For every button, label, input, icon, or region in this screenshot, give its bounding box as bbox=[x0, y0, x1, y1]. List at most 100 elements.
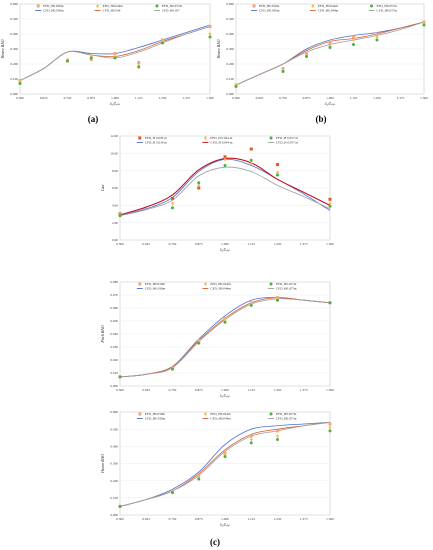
y-tick-label: 0.600 bbox=[10, 2, 18, 6]
x-tick-label: 1.250 bbox=[274, 388, 282, 392]
data-point bbox=[328, 301, 332, 305]
data-point bbox=[328, 41, 332, 45]
legend-marker bbox=[138, 136, 142, 140]
x-tick-label: 1.250 bbox=[373, 96, 381, 100]
data-point bbox=[234, 85, 238, 88]
x-tick-label: 1.250 bbox=[159, 96, 167, 100]
legend-label: EFD_H0.044m bbox=[103, 4, 124, 8]
x-tick-label: 1.125 bbox=[247, 388, 255, 392]
data-point bbox=[118, 375, 122, 379]
data-point bbox=[208, 25, 212, 28]
y-axis-label: Heave RAO bbox=[0, 39, 5, 59]
legend-label: EFD_H0.044m bbox=[318, 4, 339, 8]
data-point bbox=[223, 320, 227, 324]
legend-label: CFD_H0.044m bbox=[318, 9, 339, 13]
data-point bbox=[223, 157, 227, 162]
data-point bbox=[328, 46, 332, 49]
y-tick-label: 0.400 bbox=[10, 32, 18, 36]
x-tick-label: 0.500 bbox=[232, 96, 240, 100]
data-point bbox=[375, 38, 379, 42]
y-tick-label: 12.00 bbox=[110, 134, 118, 138]
y-tick-label: 0.200 bbox=[226, 62, 234, 66]
y-tick-label: 0.00 bbox=[112, 238, 118, 242]
x-tick-label: 0.875 bbox=[195, 242, 203, 246]
legend-label: CFD_H0.030m bbox=[43, 9, 64, 13]
y-tick-label: 0.500 bbox=[110, 427, 118, 431]
x-tick-label: 1.125 bbox=[350, 96, 358, 100]
chart-c3: 0.000 0.100 0.200 0.300 0.400 0.500 0.600 0.500… bbox=[100, 410, 334, 547]
y-tick-label: 0.600 bbox=[226, 2, 234, 6]
legend-marker bbox=[370, 4, 374, 8]
data-point bbox=[171, 206, 174, 210]
x-tick-label: 1.500 bbox=[326, 517, 334, 521]
y-axis-label: Heave RAO bbox=[216, 39, 221, 59]
legend-label: EFD_H0.044m bbox=[210, 282, 231, 286]
data-point bbox=[249, 158, 253, 162]
y-tick-label: 0.200 bbox=[110, 479, 118, 483]
legend-label: CFD_H 0.030 m bbox=[145, 141, 168, 145]
data-point bbox=[249, 161, 253, 166]
data-point bbox=[328, 425, 332, 430]
x-tick-label: 1.125 bbox=[135, 96, 143, 100]
data-point bbox=[352, 38, 355, 42]
data-point bbox=[223, 317, 227, 322]
y-tick-label: 10.00 bbox=[110, 152, 118, 156]
y-tick-label: 0.400 bbox=[110, 445, 118, 449]
data-point bbox=[113, 52, 117, 55]
x-tick-label: 0.750 bbox=[64, 96, 72, 100]
legend-marker bbox=[252, 4, 256, 8]
x-tick-label: 0.625 bbox=[142, 517, 150, 521]
legend-label: CFD_H0.044 bbox=[103, 9, 121, 13]
series-line bbox=[235, 21, 425, 86]
data-point bbox=[276, 437, 279, 441]
legend-label: CFD_H 0.057 m bbox=[276, 141, 299, 145]
y-tick-label: 0.200 bbox=[10, 62, 18, 66]
legend-marker bbox=[311, 4, 315, 8]
data-point bbox=[249, 434, 253, 438]
legend-label: CFD_H0.057 bbox=[162, 9, 180, 13]
data-point bbox=[171, 367, 174, 371]
y-tick-label: 6.00 bbox=[112, 186, 118, 190]
chart-c1: 0.00 2.00 4.00 6.00 8.00 10.00 12.00 0.500 0.625… bbox=[100, 134, 334, 252]
data-point bbox=[249, 441, 253, 445]
y-tick-label: 0.100 bbox=[226, 77, 234, 81]
x-tick-label: 1.125 bbox=[247, 242, 255, 246]
legend-marker bbox=[138, 282, 142, 286]
data-point bbox=[352, 35, 355, 39]
legend-label: CFD_H 0.044 m bbox=[210, 141, 233, 145]
data-point bbox=[137, 65, 141, 69]
data-point bbox=[223, 455, 227, 459]
y-axis-label: Heave RAO bbox=[100, 454, 105, 474]
series-line bbox=[119, 158, 331, 217]
x-tick-label: 0.750 bbox=[169, 388, 177, 392]
x-tick-label: 1.500 bbox=[326, 388, 334, 392]
data-point bbox=[197, 183, 201, 188]
x-tick-label: 0.875 bbox=[303, 96, 311, 100]
y-tick-label: 4.00 bbox=[112, 204, 118, 208]
data-point bbox=[161, 41, 164, 45]
data-point bbox=[375, 35, 379, 39]
x-tick-label: 1.500 bbox=[326, 242, 334, 246]
y-tick-label: 0.100 bbox=[110, 496, 118, 500]
legend-label: CFD_H0.057m bbox=[276, 417, 297, 421]
x-tick-label: 0.625 bbox=[142, 388, 150, 392]
x-axis-label: λ₁/Lₚₚ bbox=[219, 522, 230, 527]
x-tick-label: 1.375 bbox=[300, 388, 308, 392]
x-tick-label: 1.000 bbox=[221, 517, 229, 521]
legend-label: CFD_H0.030m bbox=[145, 417, 166, 421]
panel-label: (c) bbox=[210, 537, 220, 547]
panel-label: (b) bbox=[316, 114, 327, 124]
y-tick-label: 8.00 bbox=[112, 169, 118, 173]
series-line bbox=[119, 421, 331, 507]
legend-label: EFD_H0.030m bbox=[145, 282, 166, 286]
legend-label: CFD_H0.057m bbox=[377, 9, 398, 13]
series-line bbox=[119, 421, 331, 507]
x-tick-label: 0.625 bbox=[142, 242, 150, 246]
legend-label: EFD_H0.057m bbox=[276, 412, 297, 416]
data-point bbox=[171, 201, 174, 206]
y-tick-label: 0.000 bbox=[110, 384, 118, 388]
data-point bbox=[328, 201, 332, 206]
legend-marker bbox=[36, 4, 40, 8]
legend-label: CFD_H0.030m bbox=[259, 9, 280, 13]
x-tick-label: 0.875 bbox=[195, 388, 203, 392]
